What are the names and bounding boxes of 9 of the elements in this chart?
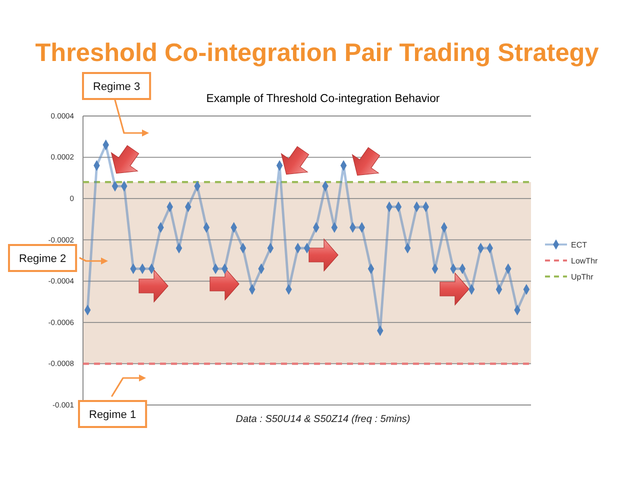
legend-label: UpThr xyxy=(571,272,594,282)
text: Regime 1 xyxy=(89,409,136,421)
chart-title: Threshold Co-integration Pair Trading Strategy xyxy=(35,39,599,67)
x-axis-title: Data : S50U14 & S50Z14 (freq : 5mins) xyxy=(236,414,410,425)
text: Regime 3 xyxy=(93,81,140,93)
chart-subtitle: Example of Threshold Co-integration Behavior xyxy=(206,93,440,105)
legend-label: ECT xyxy=(571,240,588,250)
legend-label: LowThr xyxy=(571,256,598,266)
text: Regime 2 xyxy=(19,253,66,265)
